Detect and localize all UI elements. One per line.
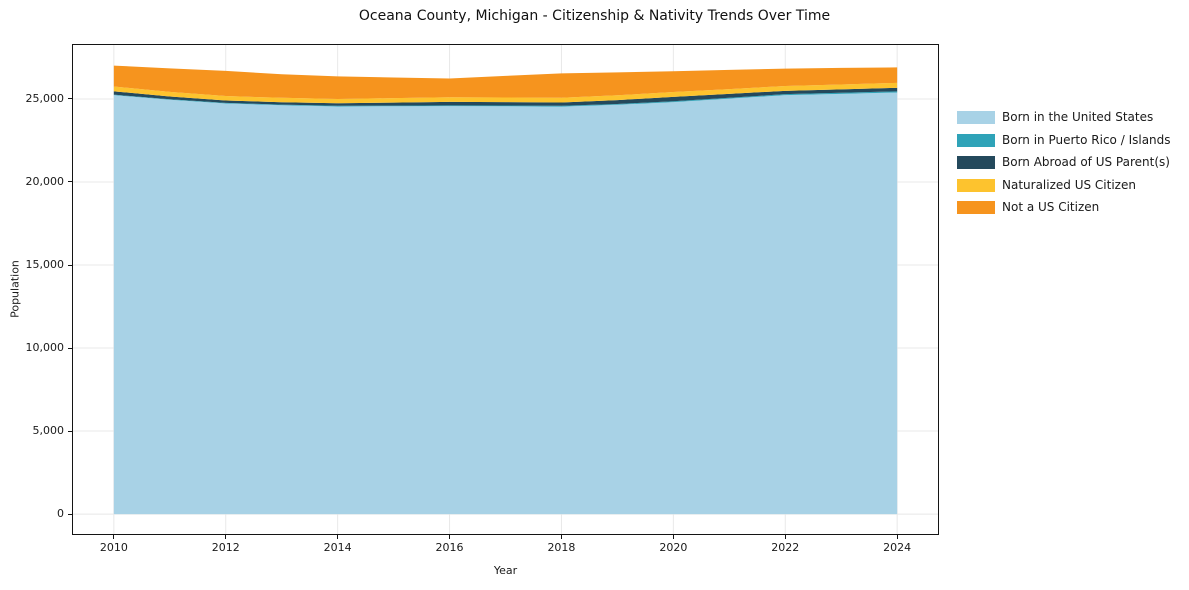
y-tick-label-15000: 15,000 [25, 258, 65, 271]
legend-swatch-naturalized-us-citizen [957, 178, 995, 192]
x-tickmark-2014 [337, 535, 339, 539]
stacked-area-chart [73, 45, 938, 534]
legend-item-naturalized-us-citizen: Naturalized US Citizen [957, 177, 1171, 193]
legend: Born in the United States Born in Puerto … [957, 111, 1171, 215]
y-tick-label-10000: 10,000 [25, 341, 65, 355]
x-tick-label-2022: 2022 [771, 541, 800, 554]
x-tick-label-2012: 2012 [211, 541, 240, 554]
x-tick-label-2016: 2016 [435, 541, 464, 554]
y-tick-label-5000: 5,000 [32, 424, 65, 438]
y-tickmark-20000 [68, 181, 72, 183]
x-tickmark-2012 [225, 535, 227, 539]
x-tickmark-2020 [672, 535, 674, 539]
x-tick-label-2014: 2014 [323, 541, 352, 554]
x-tick-label-2024: 2024 [883, 541, 912, 554]
x-axis-label: Year [493, 564, 518, 577]
legend-item-born-abroad-of-us-parent-s: Born Abroad of US Parent(s) [957, 156, 1171, 170]
area-naturalized-us-citizen [113, 82, 898, 104]
y-tick-label-0: 0 [57, 507, 64, 521]
legend-label: Born in Puerto Rico / Islands [1002, 132, 1171, 147]
y-tickmark-0 [68, 513, 72, 515]
legend-label: Born in the United States [1002, 110, 1154, 125]
x-tickmark-2024 [896, 535, 898, 539]
y-tick-label-25000: 25,000 [25, 91, 65, 105]
x-tickmark-2016 [449, 535, 451, 539]
chart-title: Oceana County, Michigan - Citizenship & … [358, 8, 831, 24]
legend-label: Not a US Citizen [1002, 200, 1100, 215]
y-tickmark-15000 [68, 264, 72, 266]
area-born-in-the-united-states [113, 92, 898, 515]
legend-swatch-born-in-puerto-rico-islands [957, 133, 995, 147]
y-tick-label-20000: 20,000 [25, 174, 65, 188]
legend-label: Born Abroad of US Parent(s) [1002, 155, 1170, 170]
x-tick-label-2020: 2020 [659, 541, 688, 554]
x-tick-label-2018: 2018 [547, 541, 576, 554]
area-born-abroad-of-us-parent-s [113, 87, 898, 106]
legend-item-born-in-puerto-rico-islands: Born in Puerto Rico / Islands [957, 132, 1171, 148]
area-not-a-us-citizen [113, 65, 898, 99]
x-tickmark-2018 [560, 535, 562, 539]
y-tickmark-25000 [68, 98, 72, 100]
y-tickmark-5000 [68, 430, 72, 432]
legend-item-born-in-the-united-states: Born in the United States [957, 111, 1171, 125]
legend-label: Naturalized US Citizen [1002, 177, 1136, 192]
legend-item-not-a-us-citizen: Not a US Citizen [957, 201, 1171, 215]
x-tickmark-2010 [113, 535, 115, 539]
plot-area [72, 44, 939, 535]
x-tickmark-2022 [784, 535, 786, 539]
legend-swatch-born-abroad-of-us-parent-s [957, 156, 995, 170]
legend-swatch-not-a-us-citizen [957, 201, 995, 215]
x-tick-label-2010: 2010 [99, 541, 128, 554]
y-tickmark-10000 [68, 347, 72, 349]
legend-swatch-born-in-the-united-states [957, 111, 995, 125]
